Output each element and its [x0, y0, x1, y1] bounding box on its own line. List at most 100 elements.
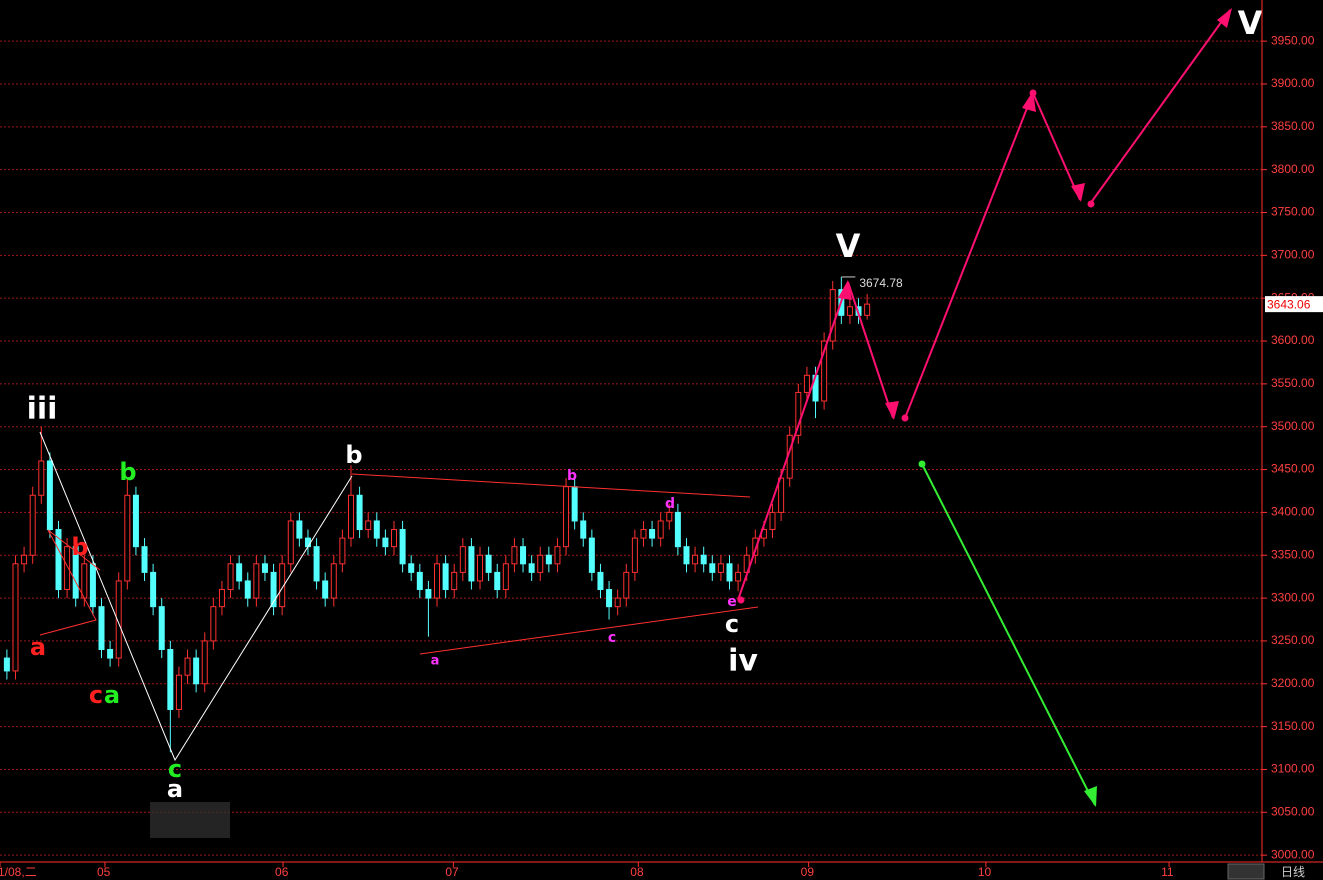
candle-body: [700, 554, 707, 565]
candle-body: [29, 494, 36, 556]
candle-body: [511, 546, 518, 565]
wave-label: iii: [27, 392, 58, 427]
candle-body: [614, 597, 621, 608]
candle-body: [735, 571, 742, 582]
candle-body: [520, 546, 527, 565]
candle-body: [12, 563, 19, 672]
candle-body: [545, 554, 552, 565]
candle-body: [270, 571, 277, 608]
candle-body: [210, 606, 217, 642]
candle-body: [485, 554, 492, 573]
triangle-line: [419, 606, 759, 655]
candle-body: [150, 571, 157, 608]
candle-body: [803, 374, 810, 393]
candle-body: [107, 648, 114, 659]
candle-body: [38, 460, 45, 496]
candle-body: [167, 648, 174, 710]
candle-body: [98, 606, 105, 650]
wave-lines: [39, 8, 1232, 807]
projection-arrow: [847, 281, 894, 419]
wave-label: b: [71, 533, 88, 561]
point: [1087, 200, 1095, 208]
candle-body: [752, 537, 759, 556]
candle-body: [261, 563, 268, 573]
candle-body: [193, 657, 200, 685]
candle-body: [459, 546, 466, 573]
blur-box: [150, 802, 230, 838]
arrow-heads: [737, 8, 1232, 604]
wave-line: [39, 529, 101, 636]
y-tick-label: 3100.00: [1271, 762, 1315, 776]
candle-body: [640, 529, 647, 539]
candle-body: [356, 494, 363, 531]
candle-body: [115, 580, 122, 659]
wave-label: e: [727, 594, 737, 610]
y-tick-label: 3050.00: [1271, 804, 1315, 818]
candle-body: [657, 520, 664, 539]
candle-body: [132, 494, 139, 548]
candle-body: [528, 563, 535, 573]
wave-label: V: [1238, 4, 1263, 42]
candle-body: [631, 537, 638, 573]
candle-body: [846, 306, 853, 316]
last-price-label: 3643.06: [1267, 297, 1311, 311]
candle-body: [623, 571, 630, 599]
candles: [3, 276, 871, 753]
candle-body: [3, 657, 10, 672]
y-tick-label: 3900.00: [1271, 76, 1315, 90]
candle-body: [21, 554, 28, 565]
projection-arrow: [737, 281, 849, 601]
candle-body: [347, 494, 354, 539]
candle-body: [554, 546, 561, 565]
projection-arrow: [921, 463, 1096, 806]
candle-body: [72, 546, 79, 599]
wave-label: iv: [728, 644, 758, 679]
candle-body: [795, 391, 802, 436]
candle-body: [442, 563, 449, 591]
candle-body: [89, 563, 96, 608]
y-tick-label: 3850.00: [1271, 119, 1315, 133]
y-tick-label: 3500.00: [1271, 419, 1315, 433]
wave-label: c: [168, 755, 182, 783]
arrow-head: [1084, 786, 1097, 807]
candle-body: [201, 640, 208, 685]
candle-body: [666, 511, 673, 522]
wave-label: b: [345, 441, 362, 469]
y-tick-label: 3000.00: [1271, 847, 1315, 861]
x-tick-label: 1/08,二: [0, 865, 37, 879]
x-tick-label: 07: [445, 865, 459, 879]
y-tick-label: 3550.00: [1271, 376, 1315, 390]
candle-body: [606, 589, 613, 608]
candle-body: [769, 511, 776, 531]
candle-body: [829, 289, 836, 342]
y-tick-label: 3300.00: [1271, 590, 1315, 604]
candle-body: [184, 657, 191, 676]
candle-body: [236, 563, 243, 582]
wave-line: [39, 431, 353, 762]
candle-body: [296, 520, 303, 539]
y-tick-label: 3450.00: [1271, 462, 1315, 476]
candle-body: [580, 520, 587, 539]
candle-body: [158, 606, 165, 650]
candle-body: [339, 537, 346, 565]
candle-body: [253, 563, 260, 599]
candle-body: [399, 529, 406, 565]
candle-body: [227, 563, 234, 591]
triangle-line: [351, 473, 751, 498]
y-tick-label: 3600.00: [1271, 333, 1315, 347]
candle-body: [365, 520, 372, 531]
wave-label: a: [167, 775, 183, 803]
candle-body: [390, 529, 397, 548]
wave-label: a: [30, 633, 46, 661]
candle-body: [141, 546, 148, 573]
candle-body: [287, 520, 294, 565]
candle-body: [477, 554, 484, 582]
candle-body: [46, 460, 53, 531]
candle-body: [571, 486, 578, 522]
candle-body: [683, 546, 690, 565]
candle-body: [649, 529, 656, 539]
candle-body: [124, 494, 131, 582]
candle-body: [416, 571, 423, 591]
